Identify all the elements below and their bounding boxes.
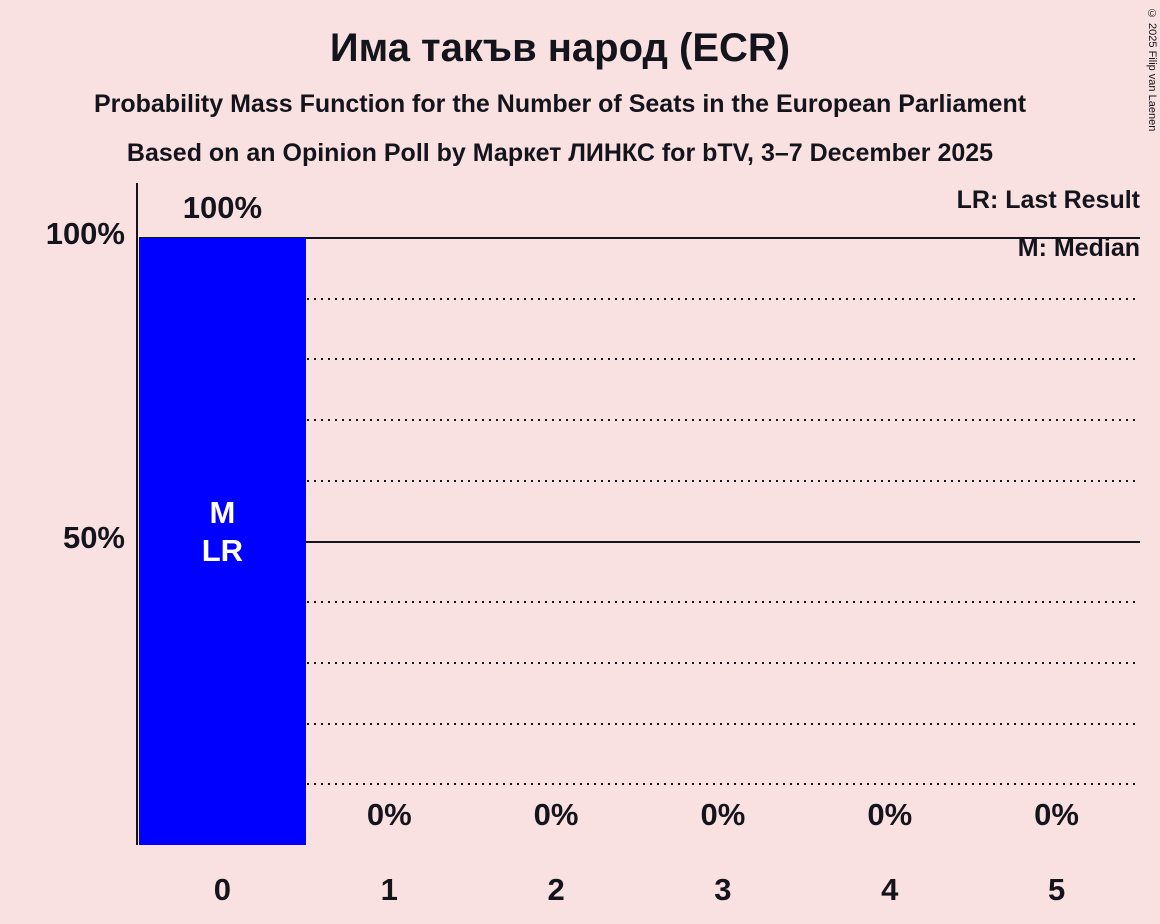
y-axis-line	[136, 183, 138, 845]
legend-last-result: LR: Last Result	[956, 186, 1140, 214]
gridline-dotted	[139, 601, 1140, 604]
y-tick-label: 100%	[45, 216, 125, 251]
bar-value-label: 0%	[366, 797, 412, 832]
x-tick-label: 1	[380, 872, 398, 907]
bar-value-label: 0%	[700, 797, 746, 832]
bar-value-label: 0%	[533, 797, 579, 832]
chart-title: Има такъв народ (ECR)	[329, 26, 791, 70]
x-tick-label: 5	[1047, 872, 1066, 907]
x-tick-label: 2	[547, 872, 565, 907]
bar-value-label: 0%	[867, 797, 913, 832]
gridline-dotted	[139, 783, 1140, 786]
chart-subtitle: Probability Mass Function for the Number…	[93, 90, 1027, 118]
gridline-solid	[139, 237, 1140, 239]
x-tick-label: 3	[714, 872, 732, 907]
bar	[139, 238, 306, 845]
y-tick-label: 50%	[62, 519, 125, 555]
gridline-dotted	[139, 358, 1140, 361]
chart-subtitle-poll: Based on an Opinion Poll by Маркет ЛИНКС…	[126, 139, 994, 167]
copyright-note: © 2025 Filip van Laenen	[1146, 8, 1158, 132]
bar-value-label: 0%	[1034, 797, 1079, 832]
gridline-dotted	[139, 297, 1140, 300]
x-tick-label: 0	[213, 872, 232, 907]
bar-annotation: M LR	[139, 494, 305, 570]
bar-value-label: 100%	[182, 190, 263, 225]
gridline-dotted	[139, 419, 1140, 422]
gridline-dotted	[139, 479, 1140, 482]
gridline-dotted	[139, 661, 1140, 664]
gridline-solid	[139, 540, 1140, 543]
bar-annotation-line: LR	[201, 532, 244, 568]
gridline-dotted	[139, 722, 1140, 725]
bar-annotation-line: M	[209, 494, 236, 530]
x-tick-label: 4	[881, 872, 899, 907]
